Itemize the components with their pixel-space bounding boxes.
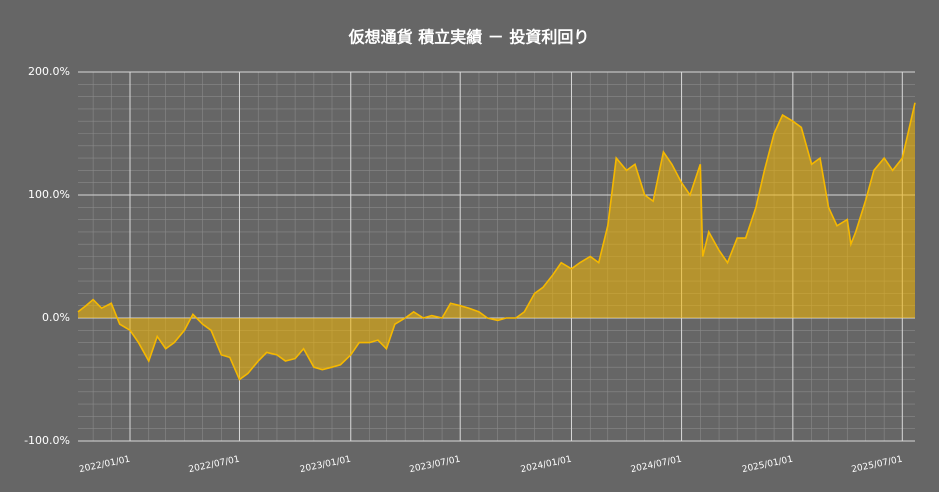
y-tick-label: 100.0% — [28, 188, 70, 201]
y-tick-label: 0.0% — [42, 311, 70, 324]
y-tick-label: -100.0% — [24, 434, 70, 447]
area — [78, 102, 915, 380]
chart-title: 仮想通貨 積立実績 － 投資利回り — [348, 28, 590, 47]
line — [77, 102, 916, 381]
y-tick-label: 200.0% — [28, 65, 70, 78]
